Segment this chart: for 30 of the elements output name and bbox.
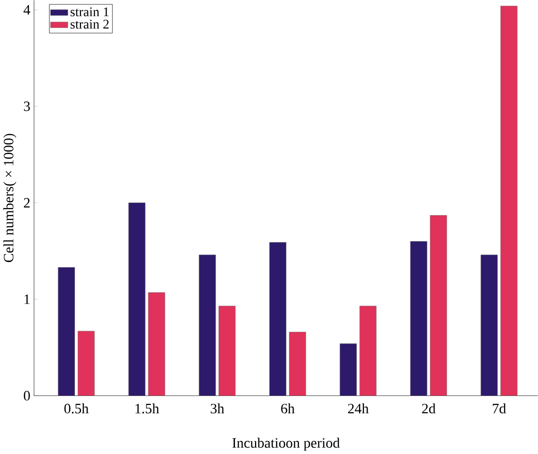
bar: [269, 242, 286, 396]
legend-label: strain 1: [70, 7, 109, 16]
y-axis-title: Cell numbers( × 1000): [3, 134, 16, 262]
bar: [480, 254, 498, 396]
bar: [148, 292, 166, 396]
x-tick-label: 1.5h: [136, 403, 160, 414]
bar: [430, 215, 447, 396]
x-tick-label: 0.5h: [64, 403, 89, 414]
bar: [218, 306, 236, 396]
bar: [500, 6, 518, 396]
bar: [289, 332, 306, 396]
x-axis-title: Incubatioon period: [232, 438, 340, 451]
bar: [198, 254, 216, 396]
bar: [360, 306, 376, 396]
bar: [58, 267, 75, 396]
y-tick-label: 2: [24, 198, 30, 208]
legend-label: strain 2: [70, 20, 109, 29]
y-tick-label: 3: [24, 102, 30, 112]
x-tick-label: 2d: [422, 403, 436, 414]
bar: [128, 202, 146, 396]
x-tick-label: 6h: [281, 403, 295, 414]
y-tick-label: 1: [24, 294, 30, 304]
x-tick-label: 7d: [492, 403, 506, 414]
bar: [410, 241, 428, 396]
bar: [78, 330, 95, 396]
y-tick-label: 4: [24, 5, 30, 15]
bar: [340, 343, 357, 396]
x-tick-label: 3h: [210, 403, 224, 414]
x-tick-label: 24h: [348, 403, 369, 414]
y-tick-label: 0: [24, 390, 30, 400]
